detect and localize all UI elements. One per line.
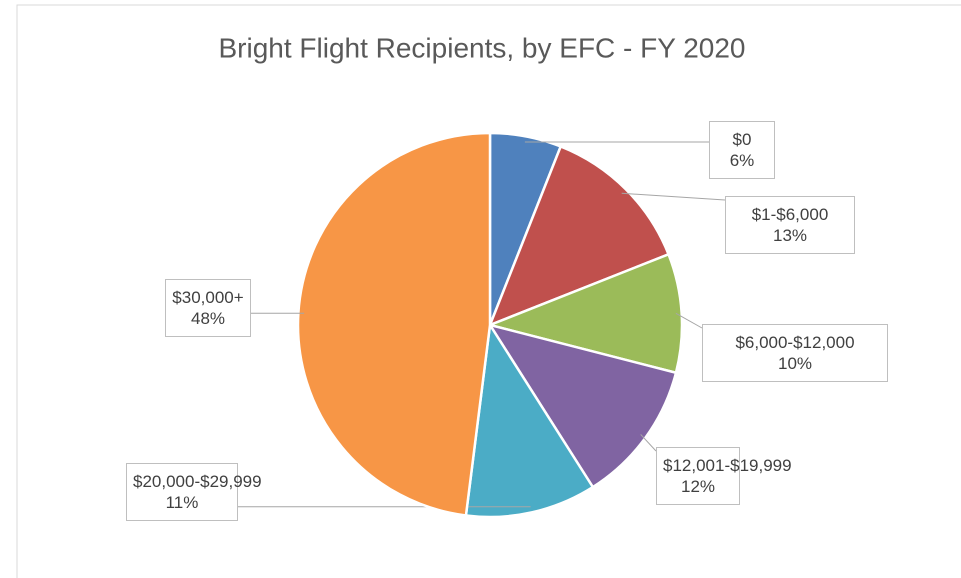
- label-category: $30,000+: [172, 288, 244, 307]
- label-value: 10%: [777, 354, 813, 373]
- data-label: $0 6%: [709, 121, 775, 179]
- label-value: 6%: [729, 151, 755, 170]
- label-category: $20,000-$29,999: [133, 472, 262, 491]
- data-label: $30,000+ 48%: [165, 279, 251, 337]
- leader-line: [621, 192, 726, 201]
- label-value: 13%: [772, 226, 808, 245]
- label-value: 11%: [165, 493, 199, 512]
- data-label: $12,001-$19,999 12%: [656, 447, 792, 505]
- data-label: $20,000-$29,999 11%: [126, 463, 262, 521]
- label-value: 48%: [190, 309, 226, 328]
- label-category: $12,001-$19,999: [663, 456, 792, 475]
- chart-title: Bright Flight Recipients, by EFC - FY 20…: [218, 32, 745, 63]
- label-category: $1-$6,000: [751, 205, 829, 224]
- pie-slice: [464, 321, 595, 519]
- pie-slice: [487, 144, 671, 328]
- data-label: $1-$6,000 13%: [725, 196, 855, 254]
- label-category: $6,000-$12,000: [735, 333, 855, 352]
- pie-slice: [485, 252, 684, 375]
- label-value: 12%: [680, 477, 716, 496]
- label-category: $0: [732, 130, 752, 149]
- data-label: $6,000-$12,000 10%: [702, 324, 888, 382]
- pie-slice: [487, 323, 678, 489]
- leader-line: [675, 312, 703, 329]
- leader-line: [640, 434, 657, 452]
